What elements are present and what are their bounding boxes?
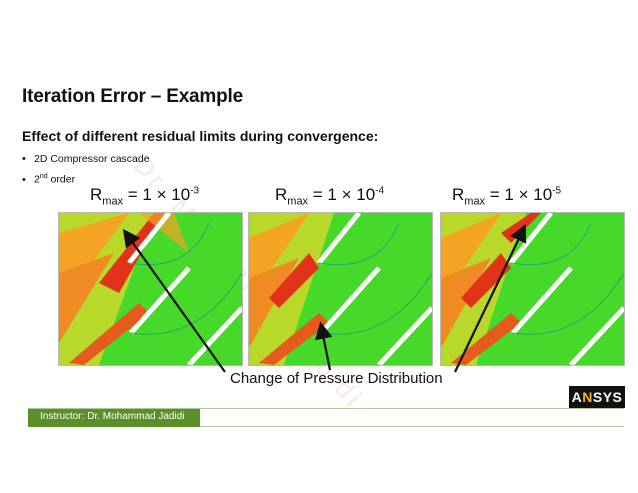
bullet-text: 2D Compressor cascade (34, 153, 150, 165)
bullet-icon: • (22, 173, 26, 186)
footer-band (28, 409, 200, 427)
arrow-to-plot-1 (122, 228, 226, 373)
pressure-contour-plot-1 (58, 212, 243, 366)
slide-title: Iteration Error – Example (22, 86, 243, 107)
arrow-to-plot-2 (315, 321, 333, 371)
residual-label-2: Rmax = 1 × 10-4 (275, 185, 385, 208)
pressure-contour-plot-2 (248, 212, 433, 366)
bullet-text: 2nd order (34, 173, 76, 186)
slide-subtitle: Effect of different residual limits duri… (22, 128, 379, 144)
bullet-list: • 2D Compressor cascade • 2nd order (22, 151, 150, 189)
footer-divider-lower (200, 426, 624, 427)
residual-label-1: Rmax = 1 × 10-3 (90, 185, 200, 208)
bullet-item: • 2nd order (22, 168, 150, 189)
arrow-to-plot-3 (454, 224, 527, 373)
bullet-icon: • (22, 153, 26, 165)
ansys-logo: A N SYS (569, 386, 625, 408)
residual-label-3: Rmax = 1 × 10-5 (452, 185, 562, 208)
footer-instructor: Instructor: Dr. Mohammad Jadidi (40, 411, 185, 422)
bullet-item: • 2D Compressor cascade (22, 151, 150, 168)
footer-divider (28, 408, 624, 409)
figure-caption: Change of Pressure Distribution (230, 370, 443, 387)
